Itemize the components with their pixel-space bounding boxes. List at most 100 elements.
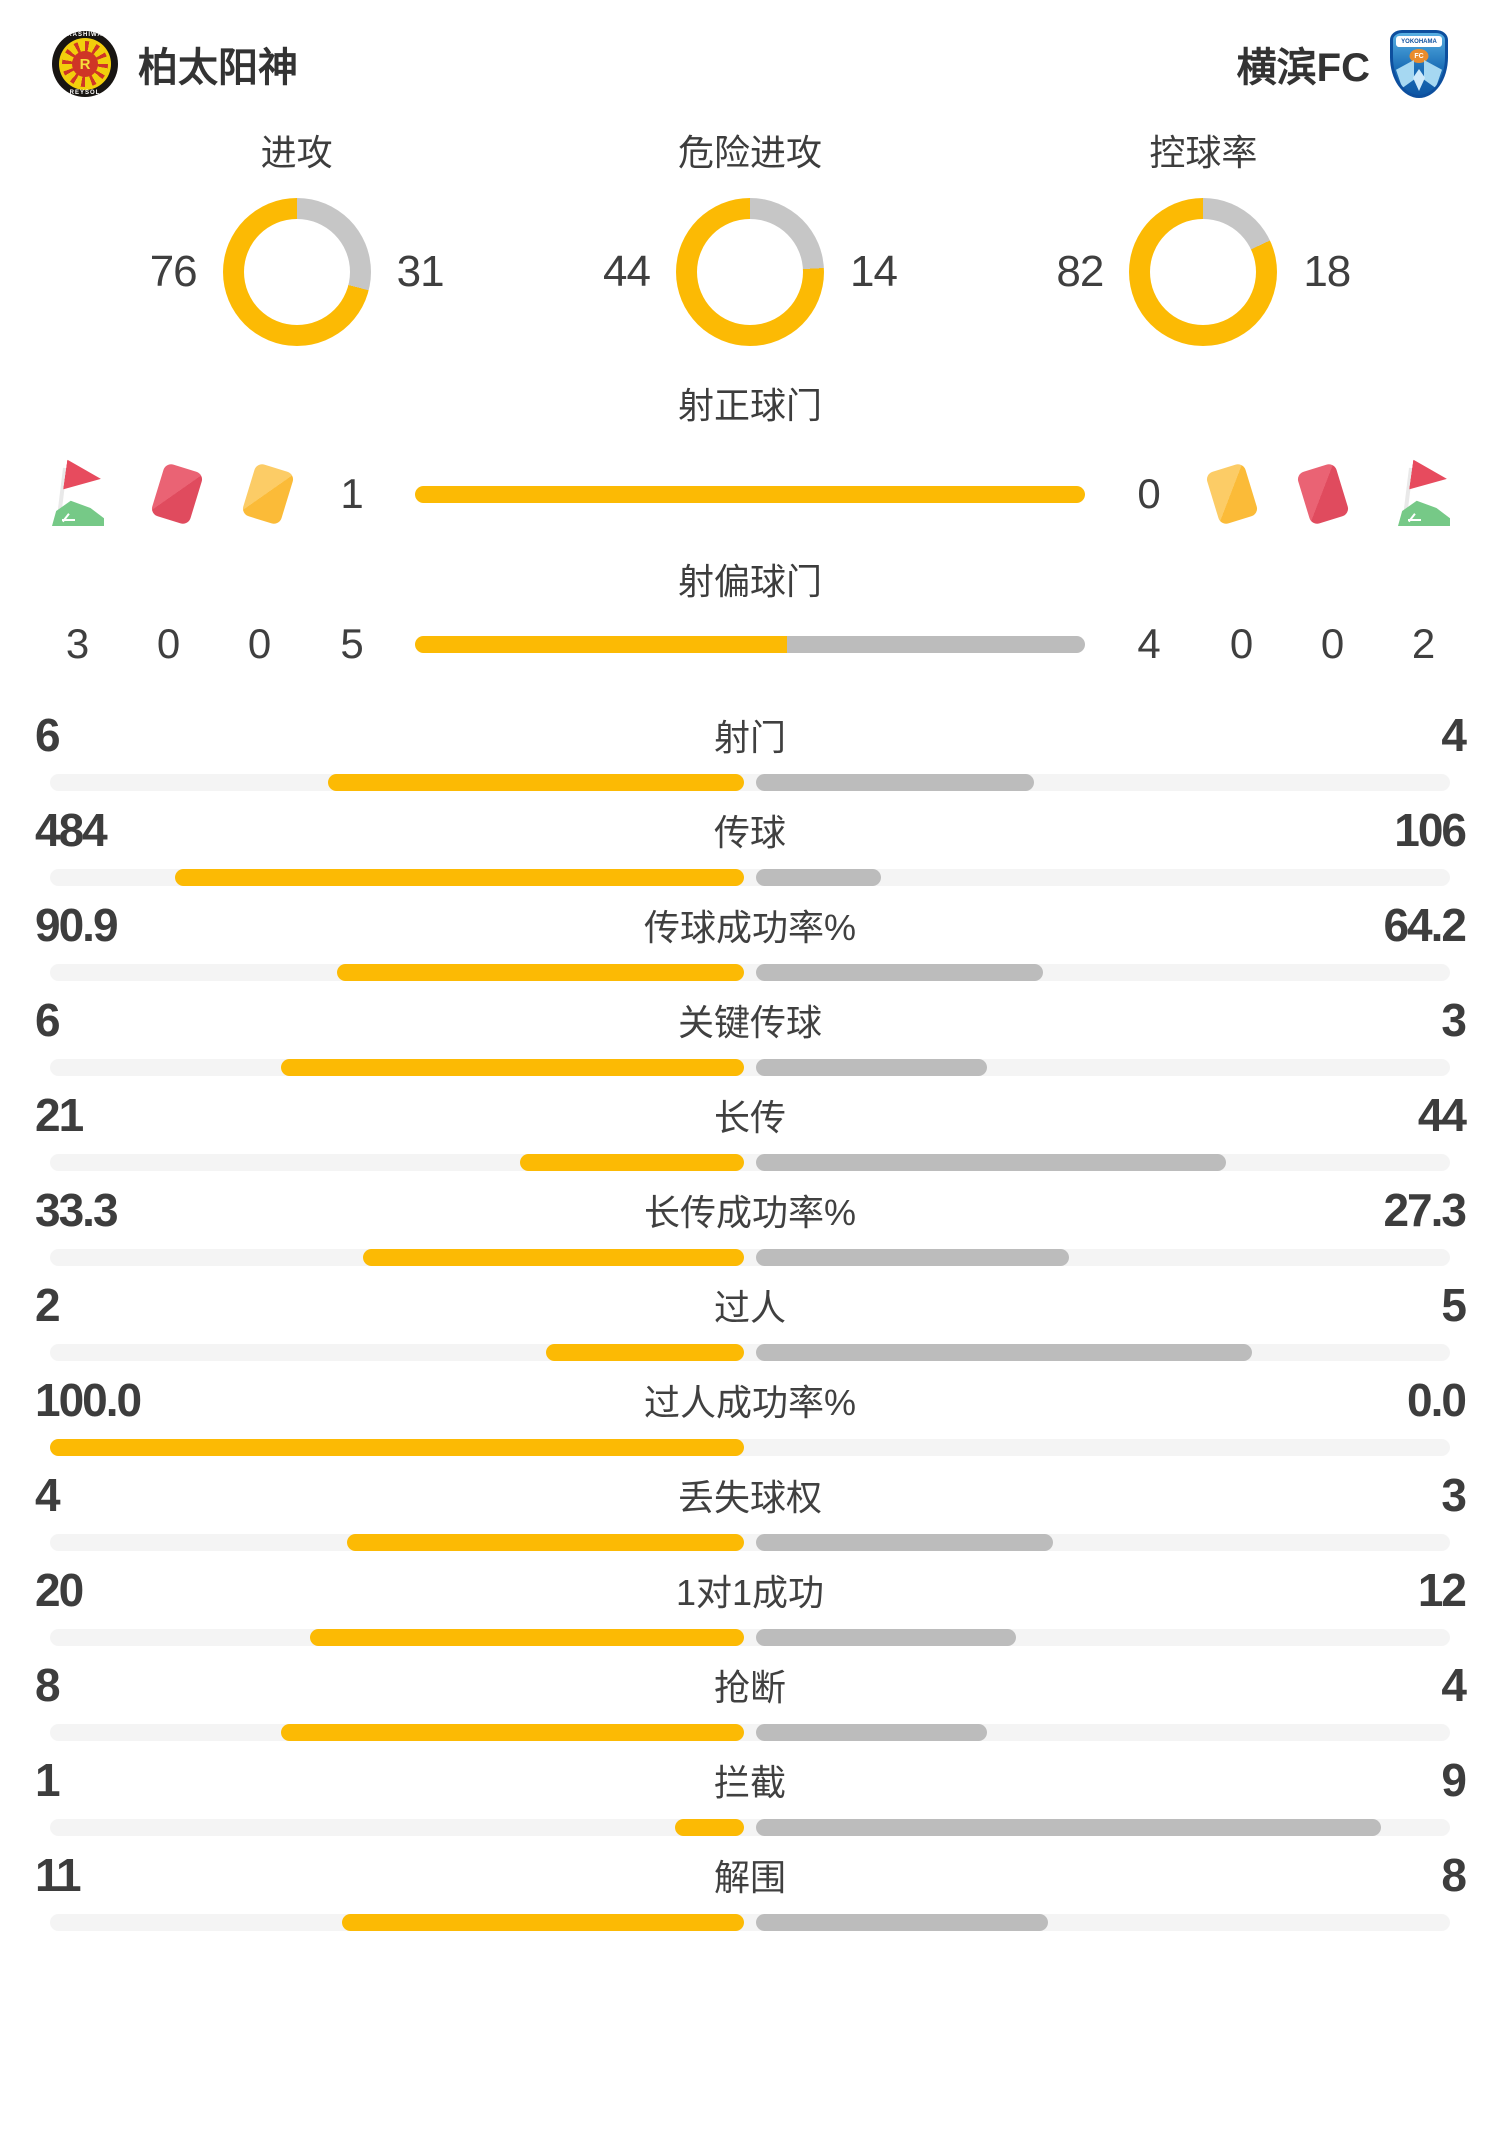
- donut-home-value: 44: [603, 247, 651, 296]
- stat-label: 丢失球权: [677, 1477, 822, 1518]
- shots-on-target-label: 射正球门: [677, 385, 822, 426]
- stat-home-bar: [327, 774, 744, 791]
- stat-away-value: 27.3: [1383, 1184, 1467, 1236]
- home-bar-segment: [415, 485, 1085, 503]
- home-discipline-icons: [48, 462, 296, 526]
- stat-away-bar: [756, 1059, 988, 1076]
- stat-bar-track: [50, 1154, 1450, 1171]
- stat-bar-track: [50, 1439, 1450, 1456]
- crest-letter: R: [72, 51, 98, 77]
- stat-away-value: 9: [1441, 1754, 1467, 1806]
- stat-row: 20 1对1成功 12: [0, 1563, 1500, 1646]
- stat-row: 90.9 传球成功率% 64.2: [0, 898, 1500, 981]
- stat-bar-track: [50, 1724, 1450, 1741]
- stat-away-value: 0.0: [1407, 1374, 1467, 1426]
- stat-home-bar: [674, 1819, 744, 1836]
- crest-wing-right: [1424, 60, 1442, 88]
- donut-chart: 危险进攻 44 14: [523, 132, 976, 346]
- stat-away-value: 8: [1441, 1849, 1467, 1901]
- corner-flag-icon: [1394, 462, 1452, 526]
- away-corners-value: 2: [1411, 620, 1435, 667]
- stat-home-value: 2: [35, 1279, 61, 1331]
- corner-flag-icon: [48, 462, 106, 526]
- stat-home-value: 8: [35, 1659, 61, 1711]
- stat-home-value: 100.0: [35, 1374, 142, 1426]
- stat-home-bar: [337, 964, 744, 981]
- stat-label: 过人成功率%: [643, 1382, 856, 1423]
- stat-label: 解围: [713, 1857, 786, 1898]
- home-corners-value: 3: [65, 620, 89, 667]
- stat-home-value: 484: [35, 804, 108, 856]
- away-yellow-cards-value: 0: [1229, 620, 1253, 667]
- match-header: KASHIWA R REYSOL 柏太阳神 横滨FC YOKOHAMA FC: [0, 0, 1500, 98]
- stat-bar-track: [50, 964, 1450, 981]
- stat-row: 33.3 长传成功率% 27.3: [0, 1183, 1500, 1266]
- donut-away-value: 18: [1303, 247, 1351, 296]
- home-red-cards-value: 0: [156, 620, 180, 667]
- shots-off-target-home-value: 5: [340, 620, 363, 667]
- shots-off-target-bar: [415, 635, 1085, 653]
- stat-away-bar: [756, 869, 881, 886]
- stat-bar-track: [50, 774, 1450, 791]
- stat-bar-track: [50, 1344, 1450, 1361]
- stat-away-bar: [756, 1914, 1049, 1931]
- stat-bar-track: [50, 869, 1450, 886]
- stat-home-bar: [362, 1249, 744, 1266]
- stat-home-bar: [281, 1724, 744, 1741]
- stat-label: 长传成功率%: [643, 1192, 856, 1233]
- stat-home-bar: [342, 1914, 744, 1931]
- stat-bar-track: [50, 1819, 1450, 1836]
- crest-text-top: KASHIWA: [67, 32, 103, 38]
- kashiwa-reysol-crest-icon: KASHIWA R REYSOL: [52, 31, 118, 97]
- yokohama-fc-crest-icon: YOKOHAMA FC: [1390, 30, 1448, 98]
- stat-label: 过人: [713, 1287, 786, 1328]
- stat-away-value: 106: [1394, 804, 1467, 856]
- shots-on-target-away-value: 0: [1137, 470, 1160, 517]
- away-team: 横滨FC YOKOHAMA FC: [1237, 30, 1448, 98]
- stat-away-bar: [756, 1724, 988, 1741]
- home-team: KASHIWA R REYSOL 柏太阳神: [52, 31, 298, 97]
- stat-row: 6 射门 4: [0, 708, 1500, 791]
- stat-home-bar: [310, 1629, 744, 1646]
- shots-off-target-label: 射偏球门: [677, 561, 822, 602]
- stat-label: 传球成功率%: [643, 907, 856, 948]
- stat-row: 2 过人 5: [0, 1278, 1500, 1361]
- stat-home-value: 1: [35, 1754, 61, 1806]
- stat-away-bar: [756, 1629, 1017, 1646]
- stat-row: 8 抢断 4: [0, 1658, 1500, 1741]
- crest-fc-ball: FC: [1409, 49, 1429, 63]
- stat-away-bar: [756, 964, 1044, 981]
- stat-away-value: 12: [1417, 1564, 1467, 1616]
- crest-wing-left: [1396, 60, 1414, 88]
- stat-row: 11 解围 8: [0, 1848, 1500, 1931]
- donut-chart: 控球率 82 18: [977, 132, 1430, 346]
- donut-away-value: 31: [396, 247, 445, 296]
- red-card-icon: [1295, 462, 1351, 526]
- donut-chart: 进攻 76 31: [70, 132, 523, 346]
- stat-home-value: 20: [35, 1564, 84, 1616]
- stat-away-bar: [756, 774, 1034, 791]
- stat-home-value: 33.3: [35, 1184, 119, 1236]
- stat-label: 射门: [713, 717, 786, 758]
- stat-row: 4 丢失球权 3: [0, 1468, 1500, 1551]
- stat-home-bar: [281, 1059, 744, 1076]
- shots-off-target-row: 3 0 0 5 4 0 0 2: [0, 616, 1500, 672]
- stat-away-bar: [756, 1249, 1069, 1266]
- stat-label: 1对1成功: [675, 1572, 825, 1613]
- stat-away-bar: [756, 1819, 1381, 1836]
- home-yellow-cards-value: 0: [247, 620, 271, 667]
- home-discipline-values: 3 0 0: [48, 620, 288, 668]
- stat-home-bar: [174, 869, 744, 886]
- donut-home-value: 82: [1056, 247, 1104, 296]
- stat-away-value: 4: [1441, 709, 1467, 761]
- stat-away-bar: [756, 1344, 1252, 1361]
- stat-away-value: 3: [1441, 994, 1467, 1046]
- stat-label: 长传: [713, 1097, 786, 1138]
- donut-charts-section: 进攻 76 31 危险进攻 44 14 控球率 82 18: [0, 132, 1500, 346]
- away-bar-segment: [787, 635, 1085, 653]
- donut-away-value: 14: [849, 247, 898, 296]
- stat-bar-track: [50, 1629, 1450, 1646]
- donut-chart-label: 控球率: [1149, 132, 1258, 173]
- crest-banner: YOKOHAMA: [1396, 36, 1442, 47]
- stat-bar-track: [50, 1249, 1450, 1266]
